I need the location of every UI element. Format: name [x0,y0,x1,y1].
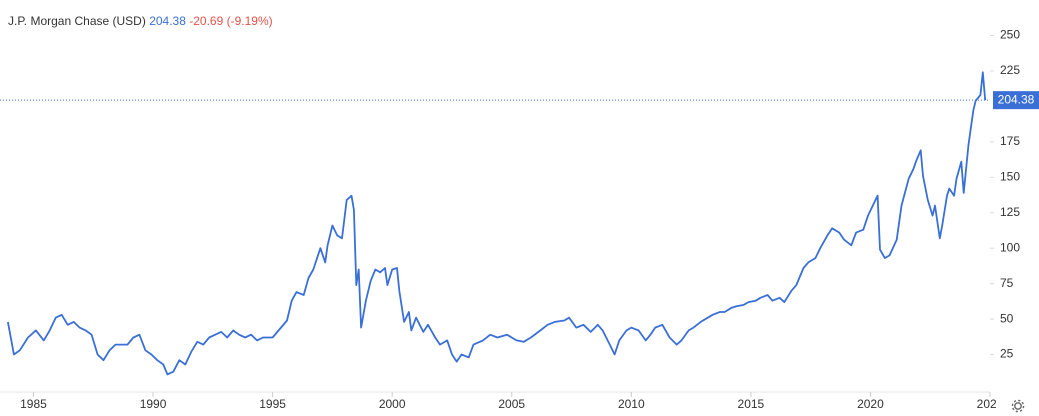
x-axis: 1985 1990 1995 2000 2005 2010 2015 2020 2025 [20,392,1004,411]
y-tick-label: 25 [1000,347,1014,361]
chart-title: J.P. Morgan Chase (USD) 204.38 -20.69 (-… [8,14,273,28]
x-tick-label: 1985 [20,397,47,411]
y-tick-label: 150 [1000,169,1020,183]
x-tick-label: 2025 [977,397,1004,411]
last-price-box [993,91,1039,110]
x-tick-label: 1995 [259,397,286,411]
price-change: -20.69 (-9.19%) [189,14,272,28]
y-tick-label: 250 [1000,28,1020,42]
x-tick-label: 2020 [857,397,884,411]
y-tick-label: 225 [1000,63,1020,77]
last-price: 204.38 [149,14,186,28]
y-tick-label: 50 [1000,311,1014,325]
x-tick-label: 2005 [498,397,525,411]
last-price-label: 204.38 [998,92,1035,106]
price-line [7,71,987,376]
title-text: J.P. Morgan Chase (USD) [8,14,146,28]
x-tick-label: 2015 [738,397,765,411]
y-tick-label: 100 [1000,240,1020,254]
y-tick-label: 175 [1000,134,1020,148]
x-tick-label: 2010 [618,397,645,411]
x-tick-label: 1990 [140,397,167,411]
y-tick-label: 75 [1000,276,1014,290]
y-tick-label: 125 [1000,205,1020,219]
settings-icon[interactable] [1011,399,1025,413]
x-tick-label: 2000 [379,397,406,411]
